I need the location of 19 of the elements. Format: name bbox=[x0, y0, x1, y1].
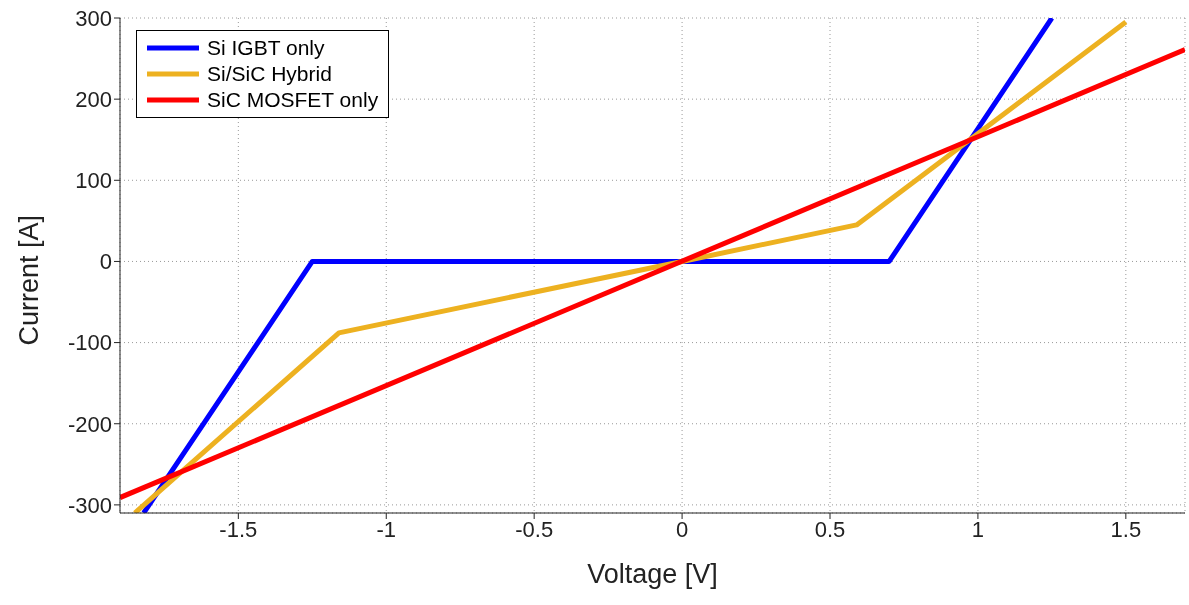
y-axis-title: Current [A] bbox=[13, 214, 44, 346]
legend-label: Si IGBT only bbox=[206, 35, 326, 61]
y-tick-label: 100 bbox=[75, 168, 112, 194]
y-tick-label: 300 bbox=[75, 5, 112, 31]
x-tick-label: 1 bbox=[971, 516, 985, 542]
x-tick-label: -1 bbox=[376, 516, 397, 542]
y-tick-label: 200 bbox=[75, 86, 112, 112]
x-tick-label: -1.5 bbox=[219, 516, 258, 542]
legend-label: Si/SiC Hybrid bbox=[206, 61, 333, 87]
y-tick-label: -100 bbox=[67, 330, 112, 356]
legend-label: SiC MOSFET only bbox=[206, 87, 379, 113]
x-tick-label: 0 bbox=[675, 516, 689, 542]
x-axis-title: Voltage [V] bbox=[587, 559, 718, 589]
x-tick-label: 0.5 bbox=[814, 516, 846, 542]
y-tick-label: -200 bbox=[67, 411, 112, 437]
x-tick-label: -0.5 bbox=[515, 516, 554, 542]
y-tick-label: 0 bbox=[99, 249, 112, 275]
x-tick-label: 1.5 bbox=[1110, 516, 1142, 542]
y-tick-label: -300 bbox=[67, 492, 112, 518]
